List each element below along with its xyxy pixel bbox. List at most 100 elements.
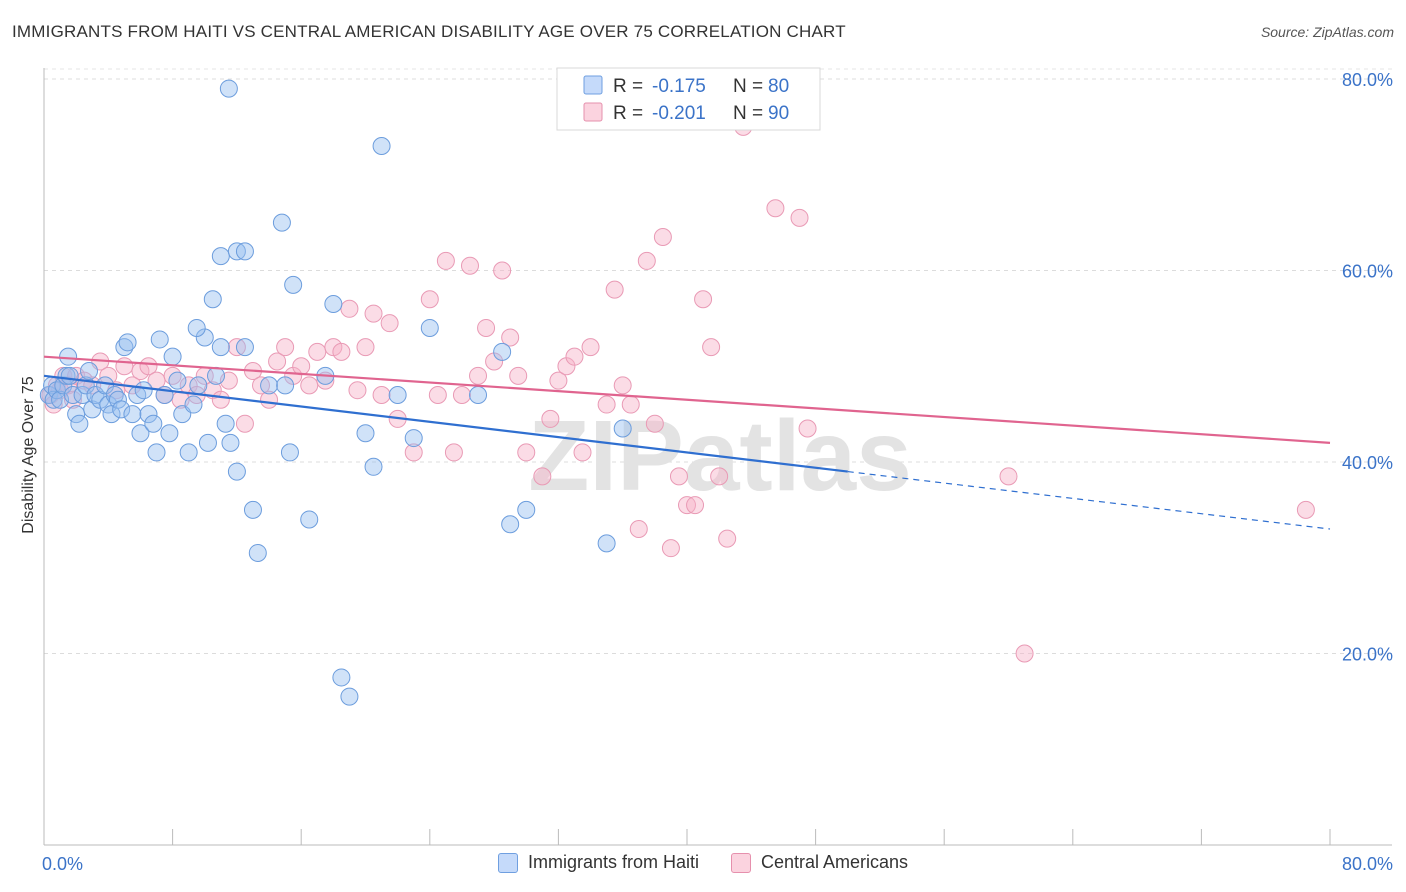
- y-tick-label-40: 40.0%: [1342, 453, 1393, 473]
- haiti-point: [147, 443, 166, 462]
- haiti-point: [356, 424, 375, 443]
- central-americans-point: [718, 529, 737, 548]
- correlation-legend: R = -0.175 N = 80 R = -0.201 N = 90: [556, 67, 821, 131]
- central-americans-point: [661, 539, 680, 558]
- chart-title: IMMIGRANTS FROM HAITI VS CENTRAL AMERICA…: [12, 22, 846, 41]
- haiti-point: [280, 443, 299, 462]
- central-americans-point: [694, 290, 713, 309]
- haiti-points: [39, 79, 632, 706]
- x-tick-label-max: 80.0%: [1342, 854, 1393, 874]
- central-americans-point: [1296, 500, 1315, 519]
- haiti-point: [364, 457, 383, 476]
- haiti-point: [597, 534, 616, 553]
- central-americans-point: [565, 347, 584, 366]
- haiti-point: [300, 510, 319, 529]
- haiti-point: [243, 500, 262, 519]
- central-americans-point: [493, 261, 512, 280]
- central-americans-point: [452, 385, 471, 404]
- y-axis-label: Disability Age Over 75: [20, 376, 37, 534]
- gridlines: 20.0% 40.0% 60.0% 80.0%: [44, 68, 1393, 665]
- central-americans-point: [63, 390, 82, 409]
- central-americans-trend-line: [43, 355, 1331, 444]
- central-americans-point: [710, 467, 729, 486]
- central-americans-point: [332, 342, 351, 361]
- haiti-point: [517, 500, 536, 519]
- central-americans-points: [41, 117, 1315, 663]
- haiti-point: [332, 668, 351, 687]
- haiti-point: [404, 429, 423, 448]
- haiti-point: [211, 338, 230, 357]
- legend-item-haiti: Immigrants from Haiti: [497, 852, 699, 873]
- r-value: -0.175: [652, 76, 706, 97]
- central-americans-point: [629, 520, 648, 539]
- haiti-point: [59, 347, 78, 366]
- haiti-point: [260, 376, 279, 395]
- haiti-point: [160, 424, 179, 443]
- haiti-point: [189, 376, 208, 395]
- central-americans-point: [1015, 644, 1034, 663]
- central-americans-point: [428, 385, 447, 404]
- central-americans-point: [501, 328, 520, 347]
- central-americans-legend-swatch: [583, 102, 603, 122]
- haiti-point: [388, 385, 407, 404]
- central-americans-point: [460, 256, 479, 275]
- central-americans-point: [356, 338, 375, 357]
- haiti-point: [80, 362, 99, 381]
- central-americans-point: [637, 251, 656, 270]
- trend-lines: [43, 355, 1331, 530]
- central-americans-point: [653, 227, 672, 246]
- central-americans-point: [139, 357, 158, 376]
- haiti-trend-line: [43, 374, 848, 473]
- central-americans-point: [477, 318, 496, 337]
- x-tick-label-min: 0.0%: [42, 854, 83, 874]
- axes: 0.0% 80.0%: [42, 68, 1393, 874]
- haiti-point: [235, 338, 254, 357]
- central-americans-point: [380, 314, 399, 333]
- central-americans-point: [669, 467, 688, 486]
- haiti-point: [123, 405, 142, 424]
- central-americans-point: [308, 342, 327, 361]
- haiti-point: [235, 242, 254, 261]
- legend-label-haiti: Immigrants from Haiti: [527, 852, 699, 872]
- haiti-point: [115, 338, 134, 357]
- central-americans-point: [348, 381, 367, 400]
- haiti-point: [96, 376, 115, 395]
- central-americans-point: [549, 371, 568, 390]
- central-americans-point: [292, 357, 311, 376]
- haiti-point: [324, 295, 343, 314]
- central-americans-point: [364, 304, 383, 323]
- haiti-point: [420, 318, 439, 337]
- haiti-point: [227, 462, 246, 481]
- central-americans-point: [766, 199, 785, 218]
- haiti-point: [272, 213, 291, 232]
- haiti-point: [501, 515, 520, 534]
- central-americans-point: [605, 280, 624, 299]
- legend-label-central-americans: Central Americans: [760, 852, 909, 872]
- central-americans-point: [613, 376, 632, 395]
- legend-item-central-americans: Central Americans: [730, 852, 909, 873]
- haiti-point: [184, 395, 203, 414]
- central-americans-point: [621, 395, 640, 414]
- haiti-point: [248, 543, 267, 562]
- haiti-point: [221, 433, 240, 452]
- y-tick-label-80: 80.0%: [1342, 70, 1393, 90]
- haiti-point: [493, 342, 512, 361]
- central-americans-point: [597, 395, 616, 414]
- central-americans-point: [276, 338, 295, 357]
- haiti-point: [168, 371, 187, 390]
- central-americans-point: [436, 251, 455, 270]
- haiti-point: [86, 385, 105, 404]
- central-americans-point: [163, 366, 182, 385]
- haiti-point: [219, 79, 238, 98]
- haiti-point: [198, 433, 217, 452]
- haiti-point: [340, 687, 359, 706]
- central-americans-point: [340, 299, 359, 318]
- haiti-point: [60, 366, 79, 385]
- haiti-point: [144, 414, 163, 433]
- central-americans-point: [686, 496, 705, 515]
- y-tick-label-20: 20.0%: [1342, 645, 1393, 665]
- haiti-point: [112, 400, 131, 419]
- central-americans-point: [533, 467, 552, 486]
- haiti-point: [179, 443, 198, 462]
